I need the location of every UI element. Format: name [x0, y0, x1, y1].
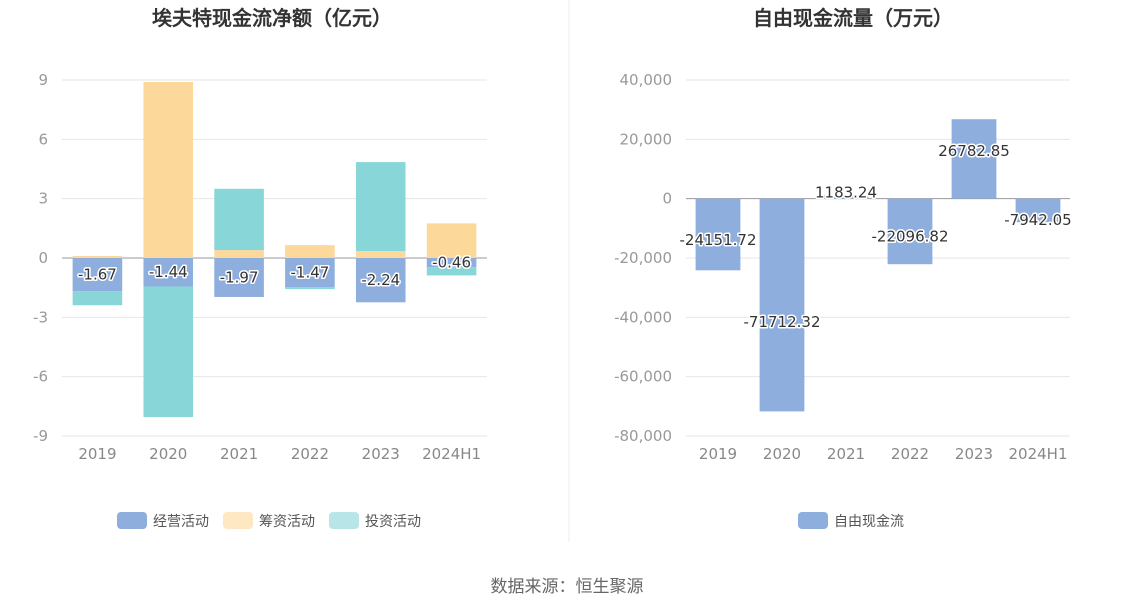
left-legend-item[interactable]: 投资活动 [329, 512, 421, 530]
right-bar-自由现金流 [695, 198, 741, 271]
cashflow-net-chart: 埃夫特现金流净额（亿元） 9 6 3 0 -3 -6 -9 2019 2020 2021 2022 2… [33, 6, 487, 530]
free-cashflow-chart: 自由现金流量（万元） 40,000 20,000 0 -20,000 -40,000 -6… [614, 6, 1073, 530]
left-data-label: -1.47 [291, 264, 330, 282]
left-x-tick-label: 2024H1 [422, 445, 481, 463]
left-data-label: -2.24 [361, 271, 400, 289]
right-x-tick-label: 2024H1 [1009, 445, 1068, 463]
right-legend-item[interactable]: 自由现金流 [798, 512, 904, 530]
left-bar-筹资活动 [285, 245, 335, 258]
left-y-tick-label: -9 [33, 427, 48, 445]
right-data-label: 1183.24 [815, 184, 877, 202]
left-y-tick-label: 9 [38, 71, 48, 89]
right-y-tick-label: 20,000 [620, 130, 673, 148]
left-bar-经营活动 [355, 258, 406, 303]
left-data-label: -1.97 [220, 268, 259, 286]
right-legend-label: 自由现金流 [834, 514, 904, 530]
right-bar-自由现金流 [823, 195, 869, 199]
right-y-tick-label: 0 [662, 190, 672, 208]
right-bar-自由现金流 [759, 198, 805, 412]
cashflow-chart-title: 埃夫特现金流净额（亿元） [152, 6, 392, 30]
free-cashflow-bars [695, 119, 1061, 412]
left-legend-label: 筹资活动 [259, 513, 315, 530]
data-source: 数据来源：恒生聚源 [491, 577, 644, 597]
free-cashflow-legend[interactable]: 自由现金流 [798, 512, 904, 530]
left-bar-投资活动 [143, 286, 194, 418]
right-legend-swatch [798, 512, 828, 529]
left-bar-筹资活动 [355, 251, 406, 258]
right-bar-自由现金流 [887, 198, 933, 265]
cashflow-data-labels: -1.67 -1.44 -1.97 -1.47 -2.24 -0.46 [77, 252, 473, 291]
left-legend-label: 经营活动 [153, 514, 209, 530]
left-bar-筹资活动 [214, 250, 264, 258]
left-legend-label: 投资活动 [365, 514, 421, 530]
left-bar-筹资活动 [426, 223, 477, 258]
left-bar-经营活动 [285, 258, 335, 288]
left-bar-投资活动 [214, 188, 264, 251]
left-bar-经营活动 [72, 258, 123, 292]
left-bar-投资活动 [285, 287, 335, 290]
right-x-tick-label: 2020 [763, 445, 801, 463]
right-y-tick-label: -80,000 [614, 427, 672, 445]
right-bar-自由现金流 [1015, 198, 1061, 223]
right-bar-自由现金流 [951, 119, 997, 199]
left-data-label: -0.46 [432, 254, 471, 272]
left-bar-经营活动 [143, 258, 194, 287]
cashflow-grid: 9 6 3 0 -3 -6 -9 2019 2020 2021 2022 2023 2024H1 [33, 71, 487, 463]
right-data-label: -22096.82 [872, 228, 949, 246]
left-bar-筹资活动 [72, 256, 123, 258]
left-x-tick-label: 2023 [362, 445, 400, 463]
right-x-tick-label: 2023 [955, 445, 993, 463]
left-x-tick-label: 2022 [291, 445, 329, 463]
left-y-tick-label: 6 [38, 130, 48, 148]
cashflow-bars [72, 81, 477, 418]
right-x-tick-label: 2021 [827, 445, 865, 463]
right-x-tick-label: 2019 [699, 445, 737, 463]
left-x-tick-label: 2019 [78, 445, 116, 463]
left-legend-item[interactable]: 经营活动 [117, 512, 209, 530]
left-x-tick-label: 2020 [149, 445, 187, 463]
left-bar-投资活动 [72, 291, 123, 306]
left-y-tick-label: -3 [33, 308, 48, 326]
right-y-tick-label: -40,000 [614, 308, 672, 326]
left-bar-筹资活动 [143, 81, 194, 258]
right-y-tick-label: 40,000 [620, 71, 673, 89]
left-bar-投资活动 [426, 267, 477, 276]
left-legend-swatch [117, 512, 147, 529]
left-x-tick-label: 2021 [220, 445, 258, 463]
right-y-tick-label: -60,000 [614, 368, 672, 386]
right-data-label: -71712.32 [744, 313, 821, 331]
right-x-tick-label: 2022 [891, 445, 929, 463]
left-data-label: -1.67 [78, 266, 117, 284]
left-legend-item[interactable]: 筹资活动 [223, 512, 315, 530]
left-data-label: -1.44 [149, 263, 188, 281]
right-data-label: 26782.85 [938, 142, 1010, 160]
left-legend-swatch [223, 512, 253, 529]
left-y-tick-label: 0 [38, 249, 48, 267]
left-y-tick-label: -6 [33, 368, 48, 386]
free-cashflow-grid: 40,000 20,000 0 -20,000 -40,000 -60,000 -80,00… [614, 71, 1070, 463]
right-data-label: -24151.72 [680, 231, 757, 249]
free-cashflow-data-labels: -24151.72 -71712.32 1183.24 -22096.82 26782.… [678, 140, 1073, 332]
left-bar-经营活动 [214, 258, 264, 297]
right-data-label: -7942.05 [1004, 211, 1071, 229]
left-bar-投资活动 [355, 162, 406, 252]
left-legend-swatch [329, 512, 359, 529]
left-bar-经营活动 [426, 258, 477, 268]
left-y-tick-label: 3 [38, 190, 48, 208]
free-cashflow-chart-title: 自由现金流量（万元） [753, 6, 953, 30]
cashflow-legend[interactable]: 经营活动 筹资活动 投资活动 [117, 512, 421, 530]
right-y-tick-label: -20,000 [614, 249, 672, 267]
